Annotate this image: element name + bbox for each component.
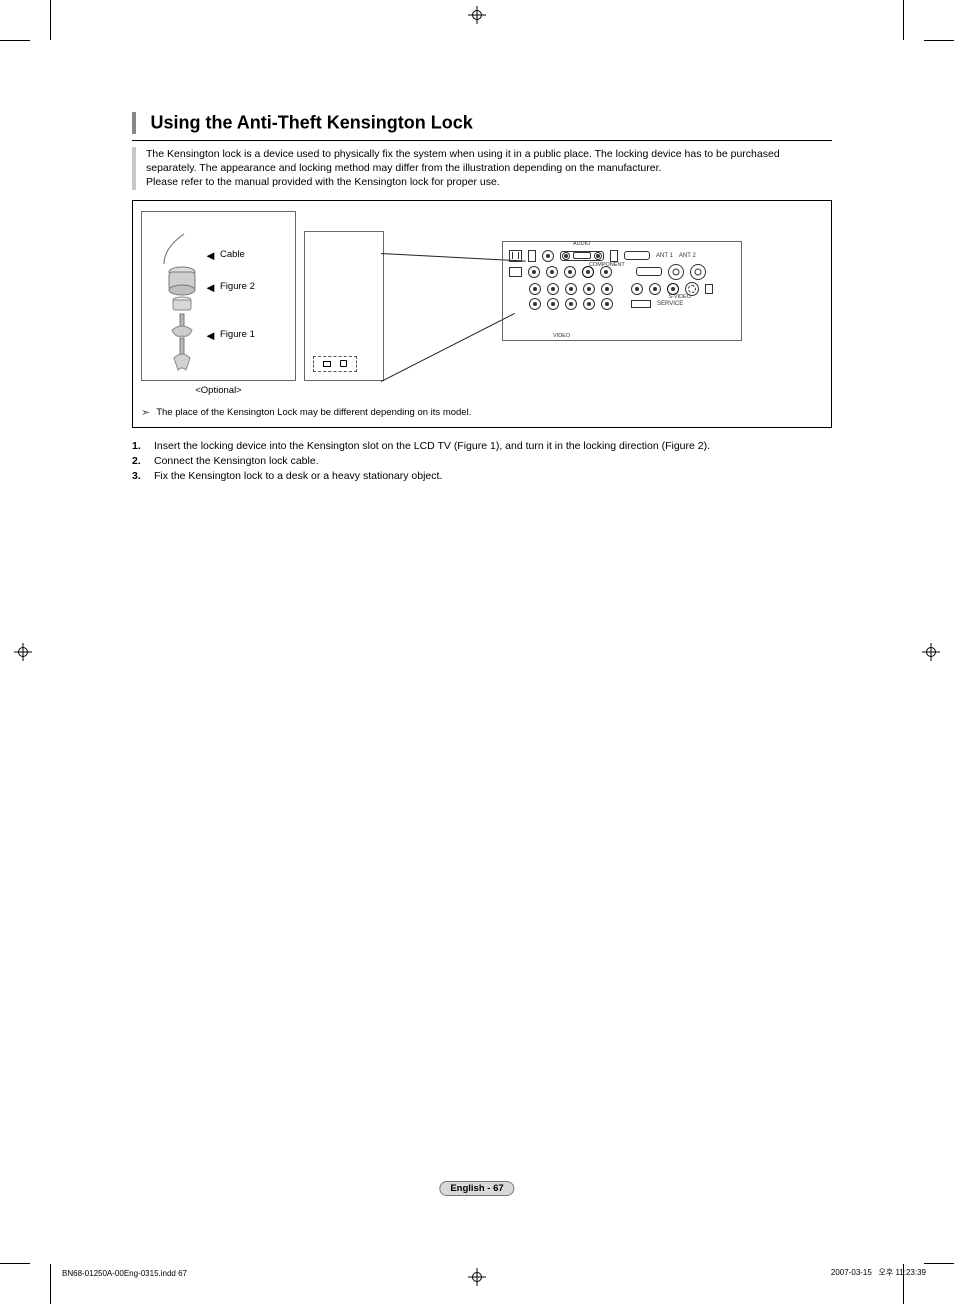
jack-icon (529, 298, 541, 310)
optional-label: <Optional> (141, 385, 296, 396)
title-underline (132, 140, 832, 141)
port-caption: ANT 1 (656, 253, 673, 259)
jack-icon (542, 250, 554, 262)
page-number-pill: English - 67 (439, 1181, 514, 1196)
port-caption: ANT 2 (679, 253, 696, 259)
jack-icon (546, 266, 558, 278)
callout-line (381, 312, 515, 381)
jack-icon (565, 298, 577, 310)
title-accent-bar (132, 112, 136, 134)
footer-datetime: 2007-03-15 오후 11:23:39 (831, 1267, 926, 1278)
port-icon (509, 250, 522, 262)
jack-icon (649, 283, 661, 295)
slot-closeup-panel (304, 231, 384, 381)
port-icon (610, 250, 618, 262)
jack-icon (529, 283, 541, 295)
jack-icon (583, 283, 595, 295)
page-body: Using the Anti-Theft Kensington Lock The… (132, 112, 832, 485)
coax-jack-icon (690, 264, 706, 280)
coax-jack-icon (668, 264, 684, 280)
step-number: 1. (132, 440, 146, 452)
jack-icon (565, 283, 577, 295)
port-caption: AUDIO (573, 241, 590, 247)
step-text: Connect the Kensington lock cable. (154, 455, 319, 467)
jack-icon (582, 266, 594, 278)
step-text: Insert the locking device into the Kensi… (154, 440, 710, 452)
note-arrow-icon: ➣ (141, 406, 150, 419)
jack-icon (601, 298, 613, 310)
port-group (560, 251, 604, 261)
section-title-row: Using the Anti-Theft Kensington Lock (132, 112, 832, 134)
label-cable: Cable (220, 249, 245, 260)
port-icon (631, 300, 651, 308)
arrow-left-icon: ◄ (204, 280, 217, 295)
diagram-note-row: ➣ The place of the Kensington Lock may b… (141, 406, 823, 419)
intro-line: separately. The appearance and locking m… (146, 161, 832, 175)
port-caption: S-VIDEO (668, 294, 691, 300)
port-icon (573, 252, 591, 259)
kensington-slot-area (313, 356, 357, 372)
footer-date: 2007-03-15 (831, 1268, 872, 1277)
arrow-left-icon: ◄ (204, 248, 217, 263)
label-figure2: Figure 2 (220, 281, 255, 292)
step-item: 1. Insert the locking device into the Ke… (132, 440, 832, 452)
jack-icon (562, 252, 570, 260)
section-title: Using the Anti-Theft Kensington Lock (150, 113, 472, 133)
jack-icon (600, 266, 612, 278)
footer-time: 오후 11:23:39 (879, 1268, 927, 1277)
slot-rect-icon (323, 361, 331, 367)
diagram-note-text: The place of the Kensington Lock may be … (156, 407, 471, 418)
jack-icon (594, 252, 602, 260)
hdmi-port-icon (636, 267, 662, 276)
port-caption: SERVICE (657, 301, 683, 307)
intro-paragraph: The Kensington lock is a device used to … (132, 147, 832, 190)
step-text: Fix the Kensington lock to a desk or a h… (154, 470, 442, 482)
intro-line: Please refer to the manual provided with… (146, 175, 832, 189)
intro-accent-bar (132, 147, 136, 190)
jack-icon (528, 266, 540, 278)
port-icon (528, 250, 536, 262)
step-number: 3. (132, 470, 146, 482)
step-item: 2. Connect the Kensington lock cable. (132, 455, 832, 467)
jack-icon (601, 283, 613, 295)
footer-filename: BN68-01250A-00Eng-0315.indd 67 (62, 1269, 187, 1278)
intro-line: The Kensington lock is a device used to … (146, 147, 832, 161)
port-icon (705, 284, 713, 294)
jack-icon (631, 283, 643, 295)
jack-icon (547, 283, 559, 295)
hdmi-port-icon (624, 251, 650, 260)
steps-list: 1. Insert the locking device into the Ke… (132, 440, 832, 482)
diagram-container: ◄ Cable ◄ Figure 2 ◄ Figure 1 <Optional> (132, 200, 832, 428)
port-icon (509, 267, 522, 277)
step-number: 2. (132, 455, 146, 467)
jack-icon (583, 298, 595, 310)
label-figure1: Figure 1 (220, 329, 255, 340)
port-caption: VIDEO (553, 333, 570, 339)
jack-icon (564, 266, 576, 278)
jack-icon (547, 298, 559, 310)
arrow-left-icon: ◄ (204, 328, 217, 343)
lock-hole-icon (340, 360, 347, 367)
step-item: 3. Fix the Kensington lock to a desk or … (132, 470, 832, 482)
tv-rear-ports-panel: AUDIO ANT 1 ANT 2 COMPONENT (502, 241, 742, 341)
lock-illustration-panel: ◄ Cable ◄ Figure 2 ◄ Figure 1 (141, 211, 296, 381)
lock-detail-column: ◄ Cable ◄ Figure 2 ◄ Figure 1 <Optional> (141, 211, 296, 396)
